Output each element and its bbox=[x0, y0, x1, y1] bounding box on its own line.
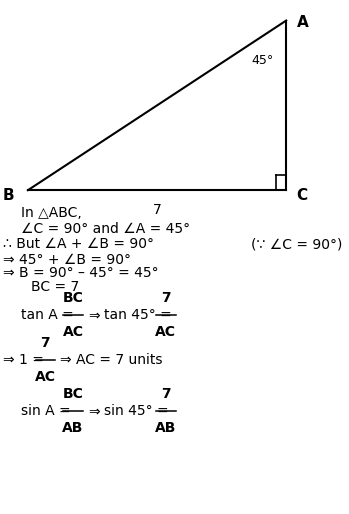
Text: BC: BC bbox=[62, 387, 83, 401]
Text: C: C bbox=[297, 188, 308, 203]
Text: AB: AB bbox=[155, 421, 177, 435]
Text: 7: 7 bbox=[40, 336, 50, 350]
Text: ⇒: ⇒ bbox=[88, 404, 99, 418]
Text: (∵ ∠C = 90°): (∵ ∠C = 90°) bbox=[251, 237, 342, 251]
Text: AB: AB bbox=[62, 421, 84, 435]
Text: 7: 7 bbox=[153, 203, 162, 217]
Text: 7: 7 bbox=[161, 291, 171, 305]
Text: tan A =: tan A = bbox=[21, 308, 78, 322]
Text: sin A =: sin A = bbox=[21, 404, 75, 418]
Text: 7: 7 bbox=[161, 387, 171, 401]
Text: AC: AC bbox=[62, 325, 83, 339]
Text: 45°: 45° bbox=[251, 54, 274, 67]
Text: AC: AC bbox=[155, 325, 176, 339]
Text: tan 45° =: tan 45° = bbox=[104, 308, 176, 322]
Text: ⇒: ⇒ bbox=[88, 308, 99, 322]
Text: BC = 7: BC = 7 bbox=[31, 280, 80, 294]
Text: In △ABC,: In △ABC, bbox=[21, 206, 82, 221]
Text: ⇒ 1 =: ⇒ 1 = bbox=[3, 353, 49, 367]
Text: ∠C = 90° and ∠A = 45°: ∠C = 90° and ∠A = 45° bbox=[21, 222, 190, 236]
Text: A: A bbox=[297, 15, 309, 30]
Text: B: B bbox=[2, 188, 14, 203]
Text: ⇒ 45° + ∠B = 90°: ⇒ 45° + ∠B = 90° bbox=[3, 252, 132, 267]
Text: ⇒ AC = 7 units: ⇒ AC = 7 units bbox=[60, 353, 163, 367]
Text: AC: AC bbox=[35, 370, 56, 384]
Text: ∴ But ∠A + ∠B = 90°: ∴ But ∠A + ∠B = 90° bbox=[3, 237, 155, 251]
Text: sin 45° =: sin 45° = bbox=[104, 404, 173, 418]
Text: ⇒ B = 90° – 45° = 45°: ⇒ B = 90° – 45° = 45° bbox=[3, 266, 159, 281]
Text: BC: BC bbox=[62, 291, 83, 305]
